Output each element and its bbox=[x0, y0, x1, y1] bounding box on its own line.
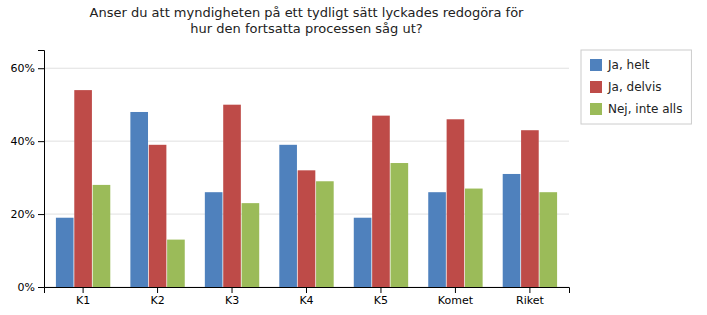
x-axis-line bbox=[45, 288, 570, 294]
y-tick: 40% bbox=[11, 135, 44, 148]
bar bbox=[521, 130, 539, 287]
y-tick: 60% bbox=[11, 62, 44, 75]
y-tick-label: 0% bbox=[18, 281, 35, 294]
y-tick: 20% bbox=[11, 208, 44, 221]
x-tick-label: K4 bbox=[299, 294, 313, 307]
bar bbox=[93, 185, 111, 287]
grid-line bbox=[44, 68, 569, 69]
bar bbox=[242, 203, 260, 287]
bar bbox=[279, 145, 297, 287]
y-axis-line bbox=[38, 51, 45, 288]
x-tick-label: K5 bbox=[374, 294, 388, 307]
bar bbox=[130, 112, 148, 287]
x-tick: K1 bbox=[76, 287, 90, 307]
bar bbox=[167, 240, 185, 287]
x-tick-mark bbox=[157, 287, 158, 293]
title-line: hur den fortsatta processen såg ut? bbox=[190, 21, 422, 36]
x-tick-mark bbox=[380, 287, 381, 293]
x-tick: Riket bbox=[516, 287, 544, 307]
bar bbox=[447, 119, 465, 287]
bar bbox=[503, 174, 521, 287]
title: Anser du att myndigheten på ett tydligt … bbox=[90, 5, 525, 36]
y-tick: 0% bbox=[18, 281, 44, 294]
x-tick-label: K1 bbox=[76, 294, 90, 307]
bar bbox=[372, 116, 390, 287]
grid bbox=[44, 68, 569, 287]
x-tick: K5 bbox=[374, 287, 388, 307]
y-tick-label: 60% bbox=[11, 62, 35, 75]
y-tick-label: 40% bbox=[11, 135, 35, 148]
x-tick-mark bbox=[306, 287, 307, 293]
legend-swatch bbox=[590, 59, 602, 71]
x-tick: K4 bbox=[299, 287, 313, 307]
bar bbox=[149, 145, 167, 287]
x-tick-label: Komet bbox=[438, 294, 474, 307]
y-axis: 0% 20% 40% 60% bbox=[11, 51, 45, 295]
x-tick-mark bbox=[529, 287, 530, 293]
x-tick: K2 bbox=[150, 287, 164, 307]
bar bbox=[539, 192, 557, 287]
x-tick: K3 bbox=[225, 287, 239, 307]
series bbox=[93, 163, 557, 287]
bar bbox=[316, 181, 334, 287]
bar bbox=[205, 192, 223, 287]
bar bbox=[223, 105, 241, 287]
bar bbox=[354, 218, 372, 287]
bar bbox=[391, 163, 409, 287]
x-tick-label: K2 bbox=[150, 294, 164, 307]
legend-label: Ja, delvis bbox=[607, 80, 662, 94]
x-tick-mark bbox=[232, 287, 233, 293]
legend-swatch bbox=[590, 81, 602, 93]
legend-frame bbox=[581, 50, 691, 124]
y-tick-mark bbox=[38, 68, 44, 69]
bar bbox=[74, 90, 92, 287]
x-tick-label: Riket bbox=[516, 294, 544, 307]
series bbox=[56, 112, 520, 287]
legend: Ja, helt Ja, delvis Nej, inte alls bbox=[581, 50, 691, 124]
bar bbox=[56, 218, 74, 287]
y-tick-mark bbox=[38, 287, 44, 288]
bar bbox=[465, 189, 483, 287]
x-tick-label: K3 bbox=[225, 294, 239, 307]
y-tick-mark bbox=[38, 141, 44, 142]
x-tick-mark bbox=[83, 287, 84, 293]
x-tick-mark bbox=[455, 287, 456, 293]
legend-item: Ja, helt bbox=[590, 58, 650, 72]
y-tick-label: 20% bbox=[11, 208, 35, 221]
grid-line bbox=[44, 141, 569, 142]
series bbox=[74, 90, 538, 287]
legend-swatch bbox=[590, 103, 602, 115]
bars bbox=[56, 90, 557, 287]
x-axis: K1 K2 K3 K4 K5 Komet Riket bbox=[45, 287, 570, 307]
title-line: Anser du att myndigheten på ett tydligt … bbox=[90, 5, 525, 20]
plot: 0% 20% 40% 60% K1 K2 K3 K4 K5 Komet Riket bbox=[11, 51, 570, 307]
y-tick-mark bbox=[38, 214, 44, 215]
legend-item: Nej, inte alls bbox=[590, 102, 682, 116]
bar bbox=[298, 170, 316, 287]
chart: Anser du att myndigheten på ett tydligt … bbox=[0, 0, 707, 315]
legend-label: Nej, inte alls bbox=[608, 102, 682, 116]
bar bbox=[428, 192, 446, 287]
x-tick: Komet bbox=[438, 287, 474, 307]
legend-label: Ja, helt bbox=[607, 58, 650, 72]
legend-item: Ja, delvis bbox=[590, 80, 662, 94]
